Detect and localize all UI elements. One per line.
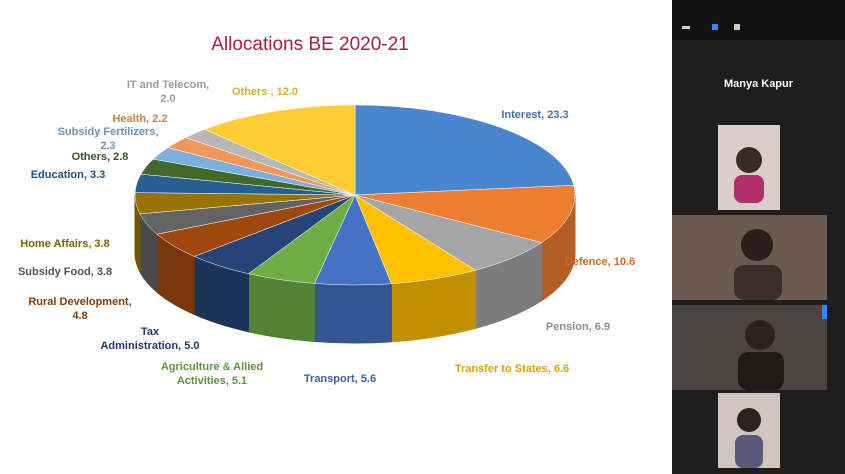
- participant-name: Manya Kapur: [723, 78, 794, 90]
- data-label: Subsidy Fertilizers, 2.3: [57, 126, 159, 152]
- participant: [735, 435, 763, 468]
- status: [822, 305, 827, 319]
- slice-side: [248, 273, 315, 343]
- data-label: Tax Administration, 5.0: [100, 326, 200, 352]
- participant: [745, 320, 775, 350]
- pie-slice: [203, 104, 356, 196]
- data-label: Pension, 6.9: [545, 321, 611, 333]
- participant: [737, 408, 761, 432]
- data-label: Defence, 10.6: [564, 256, 636, 268]
- chart: [134, 104, 576, 344]
- data-label: Home Affairs, 3.8: [20, 238, 110, 250]
- video-tiles: [672, 0, 845, 468]
- data-label: Health, 2.2: [112, 113, 168, 125]
- pie-slice: [354, 104, 575, 196]
- participant: [738, 352, 784, 390]
- data-label: Rural Development, 4.8: [28, 296, 132, 322]
- participant: [741, 229, 773, 261]
- slice-side: [313, 282, 392, 344]
- participant: [734, 265, 782, 300]
- chart-title: Allocations BE 2020-21: [211, 34, 409, 55]
- pie-slice: [354, 185, 576, 243]
- participant: [734, 175, 764, 203]
- data-label: Agriculture & Allied Activities, 5.1: [160, 361, 264, 387]
- data-label: Others, 2.8: [71, 151, 129, 163]
- data-label: Education, 3.3: [30, 169, 106, 181]
- data-label: Others , 12.0: [231, 86, 299, 98]
- data-label: IT and Telecom, 2.0: [126, 79, 210, 105]
- toolbar: [672, 0, 845, 40]
- toolbar-icon[interactable]: [734, 24, 740, 30]
- video-panel: Manya Kapur: [672, 0, 845, 474]
- data-label: Subsidy Food, 3.8: [17, 266, 113, 278]
- participant: [736, 147, 762, 173]
- data-label: Transport, 5.6: [303, 373, 377, 385]
- data-label: Transfer to States, 6.6: [454, 363, 570, 375]
- toolbar-icon[interactable]: [712, 24, 718, 30]
- data-label: Interest, 23.3: [501, 109, 569, 121]
- toolbar-icon[interactable]: [682, 26, 690, 29]
